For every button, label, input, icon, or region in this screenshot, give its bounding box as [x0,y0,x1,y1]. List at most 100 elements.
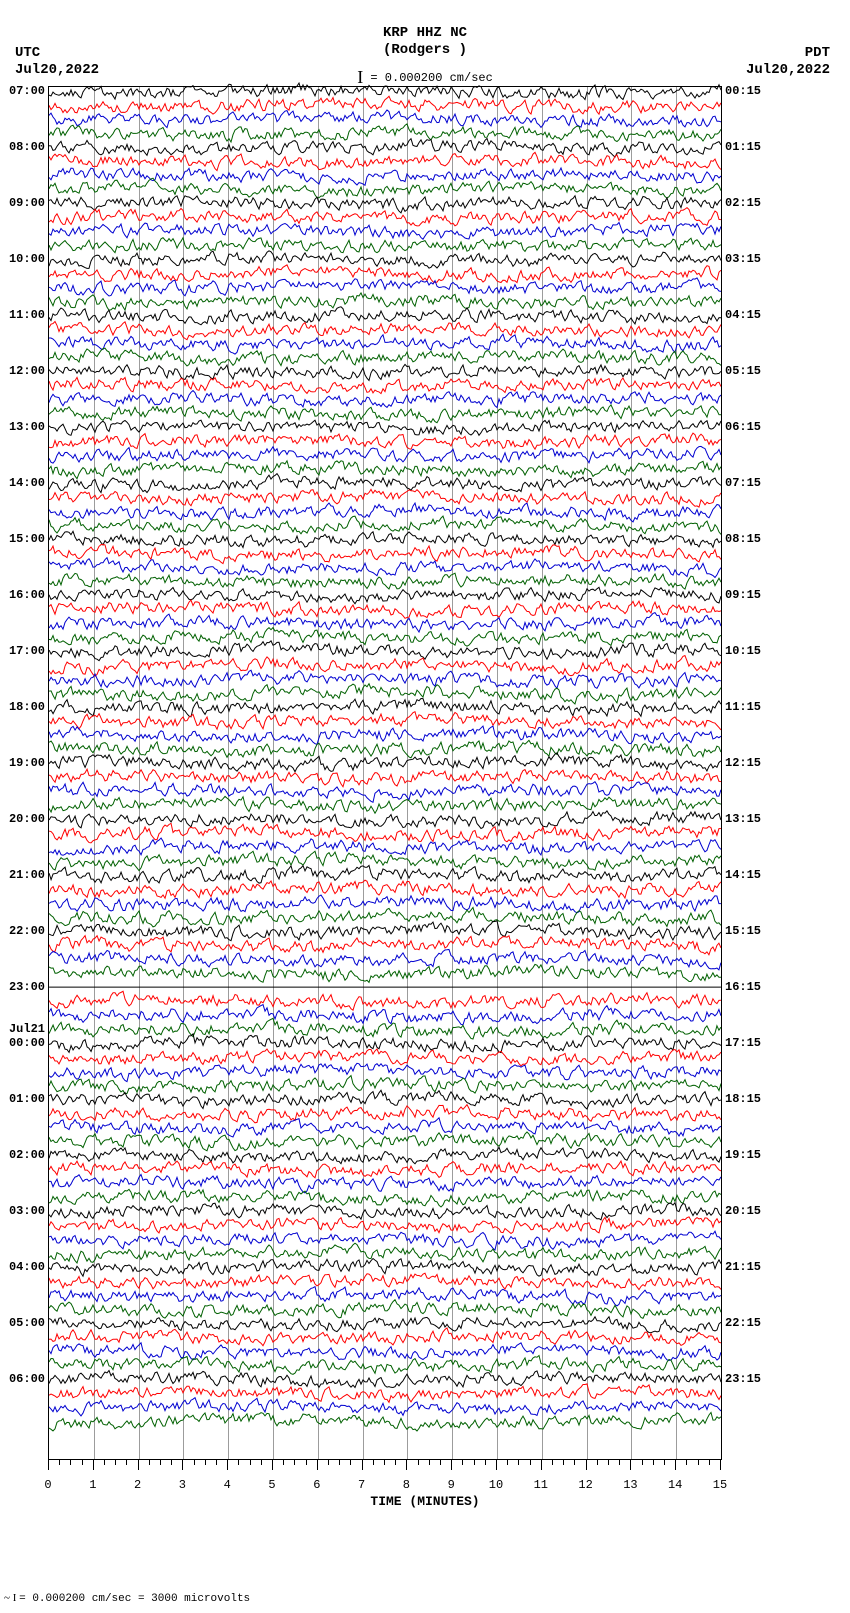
xtick-minor [283,1460,284,1465]
seismic-trace [49,582,721,609]
xtick-minor [238,1460,239,1465]
utc-hour-label: 04:00 [9,1260,49,1274]
utc-hour-label: 15:00 [9,532,49,546]
pdt-hour-label: 18:15 [721,1092,761,1106]
seismic-trace [49,637,721,665]
tz-left-label: UTC [15,45,40,61]
seismic-trace [49,526,721,553]
pdt-hour-label: 07:15 [721,476,761,490]
xtick-minor [418,1460,419,1465]
seismic-trace [49,1114,721,1141]
xtick-major [451,1460,452,1470]
xtick-label: 13 [623,1478,637,1492]
utc-hour-label: 10:00 [9,252,49,266]
seismic-trace [49,344,721,371]
seismic-trace [49,889,721,917]
seismic-trace [49,721,721,749]
seismic-trace [49,498,721,525]
gridline-v [183,87,184,1459]
seismogram-page: KRP HHZ NC (Rodgers ) UTC Jul20,2022 PDT… [0,0,850,1613]
seismic-trace [49,1310,721,1337]
utc-hour-label: 03:00 [9,1204,49,1218]
xtick-major [362,1460,363,1470]
xtick-minor [563,1460,564,1465]
xtick-major [406,1460,407,1470]
gridline-v [273,87,274,1459]
pdt-hour-label: 14:15 [721,868,761,882]
xtick-minor [373,1460,374,1465]
seismic-trace [49,386,721,413]
xtick-minor [216,1460,217,1465]
xtick-label: 12 [578,1478,592,1492]
utc-hour-label: 20:00 [9,812,49,826]
utc-hour-label: 16:00 [9,588,49,602]
seismic-trace [49,470,721,497]
seismic-trace [49,1212,721,1239]
xtick-minor [474,1460,475,1465]
seismic-trace [49,1029,721,1057]
utc-hour-label: 23:00 [9,980,49,994]
seismic-trace [49,1100,721,1127]
gridline-v [631,87,632,1459]
pdt-hour-label: 22:15 [721,1316,761,1330]
seismic-trace [49,917,721,945]
utc-hour-label: 02:00 [9,1148,49,1162]
gridline-v [676,87,677,1459]
seismic-trace [49,707,721,735]
xtick-minor [698,1460,699,1465]
gridline-v [228,87,229,1459]
seismic-trace [49,1352,721,1379]
xtick-label: 3 [179,1478,186,1492]
gridline-v [363,87,364,1459]
seismic-trace [49,833,721,861]
utc-hour-label: 22:00 [9,924,49,938]
xtick-minor [552,1460,553,1465]
pdt-hour-label: 17:15 [721,1036,761,1050]
pdt-hour-label: 11:15 [721,700,761,714]
seismic-trace [49,987,721,1015]
seismic-trace [49,148,721,175]
footer-scale: ~ I = 0.000200 cm/sec = 3000 microvolts [4,1592,250,1605]
xtick-minor [59,1460,60,1465]
seismic-trace [49,1366,721,1393]
seismic-trace [49,1128,721,1155]
seismic-trace [49,554,721,581]
xtick-minor [294,1460,295,1465]
xtick-minor [619,1460,620,1465]
xtick-minor [205,1460,206,1465]
pdt-hour-label: 02:15 [721,196,761,210]
seismic-trace [49,596,721,623]
xtick-major [272,1460,273,1470]
xtick-minor [160,1460,161,1465]
xtick-minor [686,1460,687,1465]
xtick-minor [597,1460,598,1465]
seismic-trace [49,1015,721,1043]
xtick-major [675,1460,676,1470]
seismogram-plot: 07:0008:0009:0010:0011:0012:0013:0014:00… [48,86,722,1460]
xtick-label: 2 [134,1478,141,1492]
seismic-trace [49,120,721,147]
seismic-trace [49,610,721,637]
x-axis-numbers: 0123456789101112131415 [48,1478,720,1494]
seismic-trace [49,1156,721,1183]
seismic-trace [49,791,721,819]
utc-hour-label: 08:00 [9,140,49,154]
seismic-trace [49,651,721,679]
gridline-v [407,87,408,1459]
seismic-trace [49,1408,721,1435]
xtick-minor [149,1460,150,1465]
seismic-trace [49,568,721,595]
seismic-trace [49,456,721,483]
seismic-trace [49,176,721,203]
seismic-trace [49,330,721,357]
xtick-minor [171,1460,172,1465]
pdt-hour-label: 15:15 [721,924,761,938]
seismic-trace [49,1198,721,1225]
seismic-trace [49,861,721,889]
scale-top-label: I = 0.000200 cm/sec [0,65,850,86]
seismic-trace [49,1254,721,1281]
xtick-minor [350,1460,351,1465]
seismic-trace [49,693,721,721]
pdt-hour-label: 21:15 [721,1260,761,1274]
seismic-trace [49,134,721,161]
